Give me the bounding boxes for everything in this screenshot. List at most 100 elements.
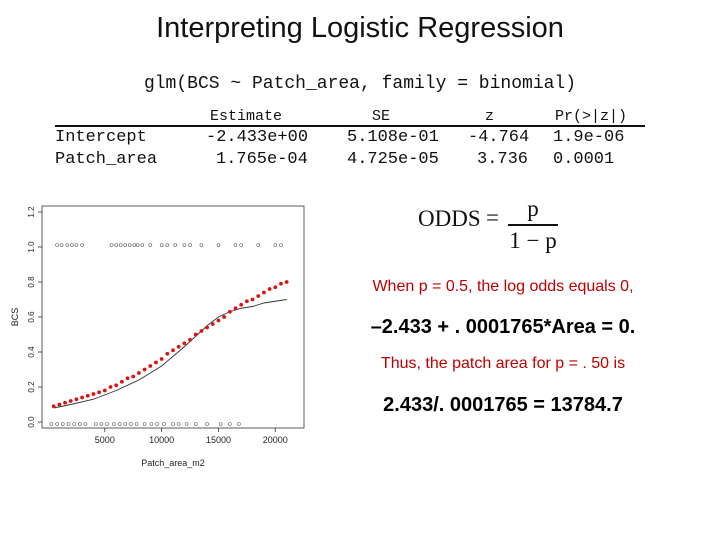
fitted-point — [125, 376, 130, 381]
observed-point — [176, 422, 181, 426]
observed-point — [93, 422, 98, 426]
fitted-point — [154, 360, 158, 365]
observed-point — [162, 422, 166, 426]
y-tick-label: 0.4 — [27, 346, 36, 358]
smooth-line — [53, 299, 287, 409]
fitted-point — [74, 397, 79, 402]
row-se: 4.725e-05 — [347, 150, 439, 169]
x-axis-label: Patch_area_m2 — [141, 458, 205, 468]
glm-formula: glm(BCS ~ Patch_area, family = binomial) — [143, 74, 577, 94]
observed-point — [279, 243, 283, 247]
observed-point — [173, 243, 178, 247]
observed-point — [112, 422, 116, 426]
row-estimate: -2.433e+00 — [206, 128, 309, 147]
observed-point — [117, 422, 122, 426]
fitted-points — [51, 280, 289, 409]
fitted-point — [137, 371, 141, 375]
fitted-point — [205, 325, 209, 330]
fitted-point — [131, 374, 136, 379]
observed-point — [135, 243, 140, 247]
fitted-point — [63, 400, 67, 405]
fitted-point — [85, 393, 90, 398]
observed-point — [140, 243, 145, 247]
observed-point — [216, 243, 221, 247]
fitted-point — [142, 367, 147, 372]
observed-point — [123, 422, 128, 426]
row-z: -4.764 — [468, 128, 530, 147]
observed-point — [228, 422, 232, 426]
odds-lhs: ODDS — [418, 206, 481, 231]
x-axis: 5000 10000 15000 20000 — [95, 428, 288, 445]
x-tick-label: 15000 — [206, 435, 231, 445]
observed-point — [118, 243, 123, 247]
fitted-point — [233, 306, 238, 311]
observed-point — [74, 243, 79, 247]
fitted-point — [262, 290, 266, 295]
observed-point — [205, 422, 209, 426]
logistic-scatter-chart: 0.0 0.2 0.4 0.6 0.8 1.0 1.2 5000 10000 15000 2000… — [10, 205, 305, 468]
observed-point — [218, 422, 223, 426]
x-tick-label: 20000 — [263, 435, 288, 445]
observed-point — [105, 422, 109, 426]
fitted-point — [57, 402, 62, 407]
header-se: SE — [372, 108, 391, 125]
y-tick-label: 0.0 — [27, 416, 36, 428]
observed-point — [55, 422, 59, 426]
plot-frame — [41, 205, 305, 429]
fitted-point — [188, 337, 192, 342]
fitted-point — [267, 287, 272, 291]
y-tick-label: 0.6 — [27, 311, 36, 323]
fitted-point — [97, 390, 102, 395]
y-tick-label: 0.2 — [27, 381, 36, 393]
observed-point — [237, 422, 241, 426]
fitted-point — [256, 294, 261, 298]
fraction-bar — [508, 224, 558, 226]
fitted-point — [102, 388, 107, 393]
observed-point — [129, 422, 133, 426]
observed-point — [128, 243, 132, 247]
header-estimate: Estimate — [210, 108, 283, 125]
fitted-point — [114, 383, 119, 388]
y-tick-label: 1.2 — [27, 206, 36, 218]
fitted-point — [176, 344, 181, 349]
fitted-point — [199, 329, 204, 333]
x-tick-label: 10000 — [149, 435, 174, 445]
fitted-point — [51, 404, 56, 409]
observed-point — [134, 422, 139, 426]
fitted-point — [91, 392, 96, 396]
note-line-3: Thus, the patch area for p = . 50 is — [380, 355, 626, 372]
fitted-point — [250, 297, 255, 302]
fitted-point — [279, 281, 283, 286]
fitted-point — [108, 385, 113, 389]
fitted-point — [182, 341, 187, 346]
header-p: Pr(>|z|) — [555, 108, 628, 125]
fitted-point — [239, 302, 244, 307]
fitted-point — [171, 348, 175, 353]
fitted-point — [210, 322, 215, 326]
note-line-1: When p = 0.5, the log odds equals 0, — [372, 278, 634, 295]
observed-point — [114, 243, 118, 247]
row-se: 5.108e-01 — [347, 128, 439, 147]
observed-point — [65, 243, 70, 247]
fitted-point — [165, 351, 170, 356]
observed-point — [148, 243, 153, 247]
y-tick-label: 0.8 — [27, 276, 36, 288]
fitted-point — [284, 280, 289, 284]
row-name: Patch_area — [55, 150, 158, 169]
observed-point — [78, 422, 82, 426]
fitted-point — [159, 357, 164, 361]
observed-point — [59, 243, 64, 247]
odds-numerator: p — [527, 196, 539, 221]
observed-point — [55, 243, 59, 247]
observed-point — [256, 243, 261, 247]
fitted-point — [148, 364, 153, 368]
observed-point — [109, 243, 114, 247]
observed-point — [171, 422, 175, 426]
observed-point — [70, 243, 74, 247]
fitted-point — [119, 379, 124, 384]
x-tick-label: 5000 — [95, 435, 115, 445]
fitted-point — [222, 315, 227, 319]
observed-point — [159, 243, 164, 247]
note-line-2: –2.433 + . 0001765*Area = 0. — [370, 316, 636, 338]
observed-point — [132, 243, 137, 247]
